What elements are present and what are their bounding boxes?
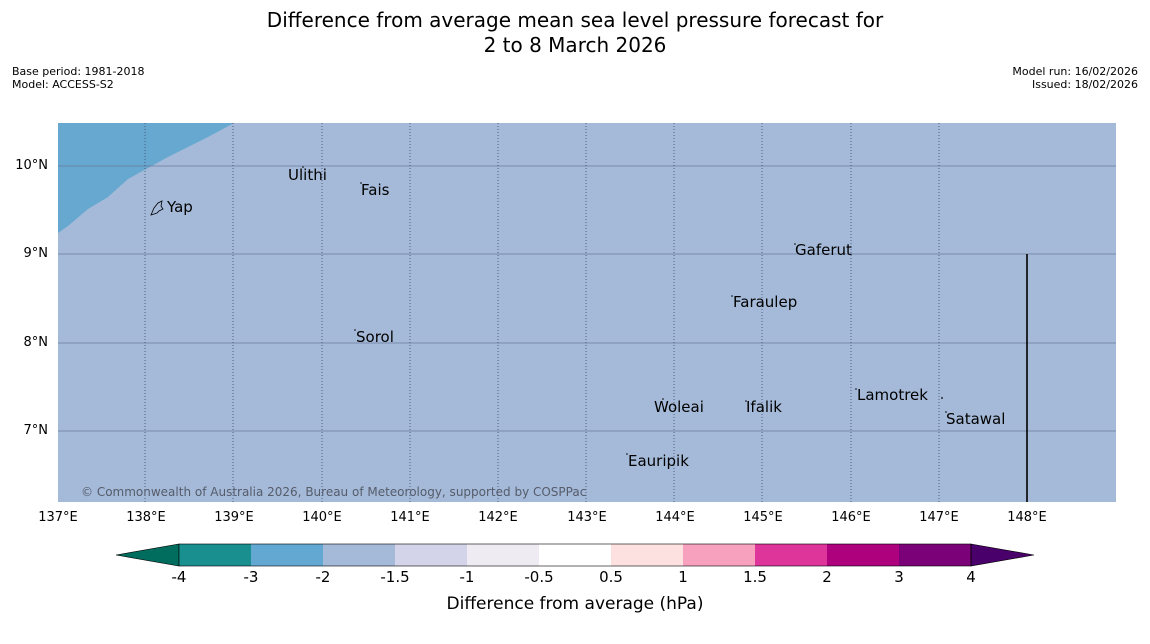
lat-label-9n: 9°N: [23, 246, 49, 261]
lon-label-138e: 138°E: [126, 510, 166, 525]
place-label-gaferut: Gaferut: [795, 241, 852, 259]
colorbar-outline: [178, 543, 972, 567]
colorbar-segment-4: [467, 544, 539, 566]
ifalik-dot: [745, 400, 747, 402]
gaferut-dot: [794, 243, 796, 245]
lat-label-10n: 10°N: [15, 158, 48, 173]
place-label-woleai: Woleai: [654, 398, 704, 416]
colorbar-tick-6: 0.5: [599, 568, 623, 586]
colorbar-tick-3: -1.5: [380, 568, 410, 586]
lamotrek-dot: [855, 388, 857, 390]
lon-label-148e: 148°E: [1007, 510, 1047, 525]
colorbar-tick-4: -1: [459, 568, 475, 586]
place-label-sorol: Sorol: [356, 328, 394, 346]
lon-label-146e: 146°E: [831, 510, 871, 525]
place-label-ifalik: Ifalik: [746, 398, 782, 416]
colorbar-segment-7: [683, 544, 755, 566]
colorbar-tick-10: 3: [894, 568, 904, 586]
colorbar-segment-6: [611, 544, 683, 566]
lon-label-147e: 147°E: [919, 510, 959, 525]
lamotrek-extra-dot: [941, 397, 943, 399]
colorbar-tick-2: -2: [315, 568, 331, 586]
colorbar-segment-5: [539, 544, 611, 566]
place-label-fais: Fais: [361, 181, 390, 199]
meta-left: Base period: 1981-2018 Model: ACCESS-S2: [12, 65, 144, 91]
colorbar-under-arrow: [115, 543, 180, 567]
model-run: Model run: 16/02/2026: [1012, 65, 1138, 78]
sorol-dot: [354, 329, 356, 331]
place-label-lamotrek: Lamotrek: [857, 386, 928, 404]
fais-dot: [360, 182, 362, 184]
lon-label-142e: 142°E: [478, 510, 518, 525]
yap-island: [150, 200, 164, 216]
colorbar: [115, 543, 1035, 567]
place-label-yap: Yap: [167, 198, 193, 216]
lat-label-8n: 8°N: [23, 335, 49, 350]
lat-label-7n: 7°N: [23, 423, 49, 438]
ulithi-dot: [302, 166, 304, 168]
faraulep-dot: [731, 295, 733, 297]
colorbar-tick-0: -4: [171, 568, 187, 586]
satawal-dot: [945, 411, 947, 413]
colorbar-tick-1: -3: [243, 568, 259, 586]
place-label-faraulep: Faraulep: [733, 293, 798, 311]
colorbar-tick-11: 4: [966, 568, 976, 586]
meta-right: Model run: 16/02/2026 Issued: 18/02/2026: [1012, 65, 1138, 91]
lon-label-141e: 141°E: [390, 510, 430, 525]
colorbar-tick-5: -0.5: [524, 568, 554, 586]
issued-date: Issued: 18/02/2026: [1031, 78, 1138, 91]
title-line-1: Difference from average mean sea level p…: [266, 8, 884, 32]
place-label-ulithi: Ulithi: [288, 166, 327, 184]
colorbar-segment-3: [395, 544, 467, 566]
woleai-dot: [662, 398, 664, 400]
colorbar-tick-8: 1.5: [743, 568, 767, 586]
place-label-eauripik: Eauripik: [628, 452, 689, 470]
lon-label-139e: 139°E: [214, 510, 254, 525]
colorbar-segment-8: [755, 544, 827, 566]
colorbar-segment-0: [179, 544, 251, 566]
lon-label-144e: 144°E: [655, 510, 695, 525]
eauripik-dot: [626, 453, 628, 455]
copyright-text: © Commonwealth of Australia 2026, Bureau…: [81, 485, 587, 499]
lon-label-143e: 143°E: [567, 510, 607, 525]
base-period: Base period: 1981-2018: [12, 65, 145, 78]
colorbar-segment-2: [323, 544, 395, 566]
colorbar-tick-7: 1: [678, 568, 688, 586]
colorbar-over-arrow: [970, 543, 1035, 567]
lon-label-145e: 145°E: [743, 510, 783, 525]
lon-label-137e: 137°E: [38, 510, 78, 525]
colorbar-segment-9: [827, 544, 899, 566]
colorbar-segment-10: [899, 544, 971, 566]
anomaly-region-nw: [58, 123, 234, 233]
colorbar-tick-9: 2: [822, 568, 832, 586]
model-name: Model: ACCESS-S2: [12, 78, 114, 91]
map-svg: [58, 123, 1116, 502]
colorbar-segment-1: [251, 544, 323, 566]
colorbar-label: Difference from average (hPa): [446, 594, 704, 614]
place-label-satawal: Satawal: [946, 410, 1006, 428]
chart-title: Difference from average mean sea level p…: [0, 8, 1150, 58]
title-line-2: 2 to 8 March 2026: [483, 33, 667, 57]
map-area: Yap Ulithi Fais Gaferut Faraulep Sorol L…: [58, 123, 1116, 502]
lon-label-140e: 140°E: [302, 510, 342, 525]
